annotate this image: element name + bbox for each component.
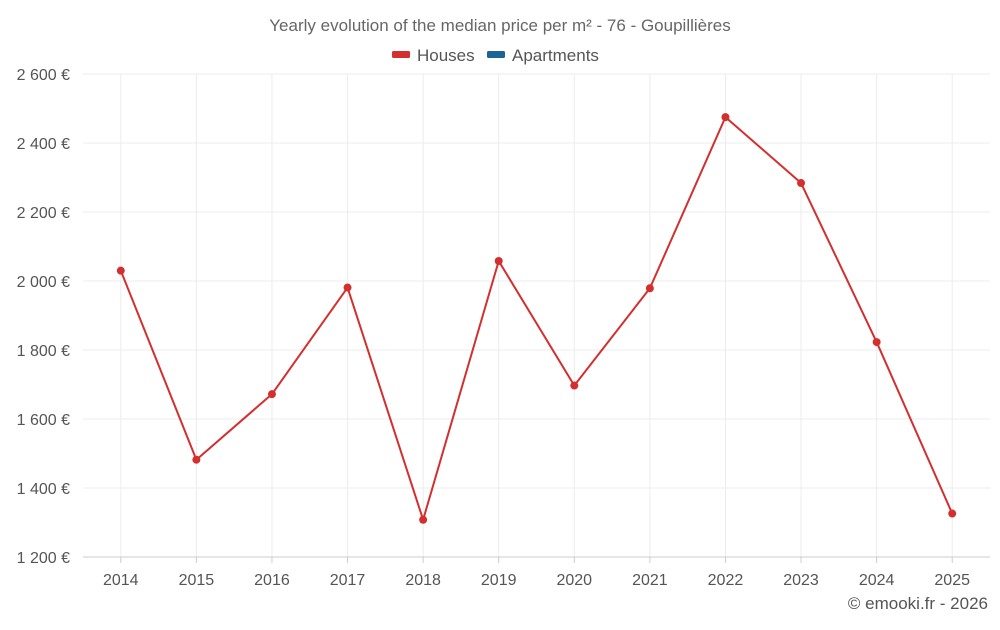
- legend-label-houses: Houses: [417, 46, 475, 65]
- data-point[interactable]: [872, 338, 881, 347]
- data-point[interactable]: [948, 509, 957, 518]
- y-tick-label: 1 200 €: [17, 550, 70, 567]
- chart-title: Yearly evolution of the median price per…: [269, 16, 730, 35]
- series-line-houses: [119, 116, 954, 521]
- x-tick-label: 2024: [859, 572, 895, 589]
- x-tick-label: 2021: [632, 572, 668, 589]
- legend: Houses Apartments: [392, 46, 599, 65]
- legend-swatch-houses: [392, 51, 410, 58]
- axes: 1 200 € 1 400 € 1 600 € 1 800 € 2 000 € 2 200…: [17, 67, 990, 589]
- x-tick-label: 2016: [254, 572, 290, 589]
- y-tick-label: 1 600 €: [17, 412, 70, 429]
- x-tick-label: 2014: [103, 572, 139, 589]
- y-tick-label: 2 600 €: [17, 67, 70, 84]
- x-tick-label: 2023: [783, 572, 819, 589]
- x-tick-label: 2020: [556, 572, 592, 589]
- x-tick-label: 2017: [330, 572, 366, 589]
- data-point[interactable]: [494, 256, 503, 265]
- y-tick-label: 1 800 €: [17, 343, 70, 360]
- x-tick-label: 2015: [179, 572, 215, 589]
- grid: [83, 73, 990, 558]
- y-tick-label: 2 200 €: [17, 205, 70, 222]
- x-tick-label: 2019: [481, 572, 517, 589]
- legend-label-apartments: Apartments: [512, 46, 599, 65]
- data-point[interactable]: [343, 283, 352, 292]
- data-point[interactable]: [192, 455, 201, 464]
- y-tick-label: 1 400 €: [17, 481, 70, 498]
- data-point[interactable]: [419, 515, 428, 524]
- data-point[interactable]: [116, 266, 125, 275]
- data-point[interactable]: [267, 390, 276, 399]
- y-tick-label: 2 400 €: [17, 136, 70, 153]
- data-point[interactable]: [645, 284, 654, 293]
- data-point[interactable]: [721, 113, 730, 122]
- x-tick-label: 2022: [708, 572, 744, 589]
- series-houses: [116, 113, 957, 524]
- legend-item-apartments[interactable]: Apartments: [487, 46, 599, 65]
- legend-swatch-apartments: [487, 51, 505, 58]
- credit-text: © emooki.fr - 2026: [848, 594, 988, 613]
- x-tick-label: 2025: [934, 572, 970, 589]
- x-tick-label: 2018: [405, 572, 441, 589]
- legend-item-houses[interactable]: Houses: [392, 46, 475, 65]
- data-point[interactable]: [570, 381, 579, 390]
- y-tick-label: 2 000 €: [17, 274, 70, 291]
- data-point[interactable]: [797, 179, 806, 188]
